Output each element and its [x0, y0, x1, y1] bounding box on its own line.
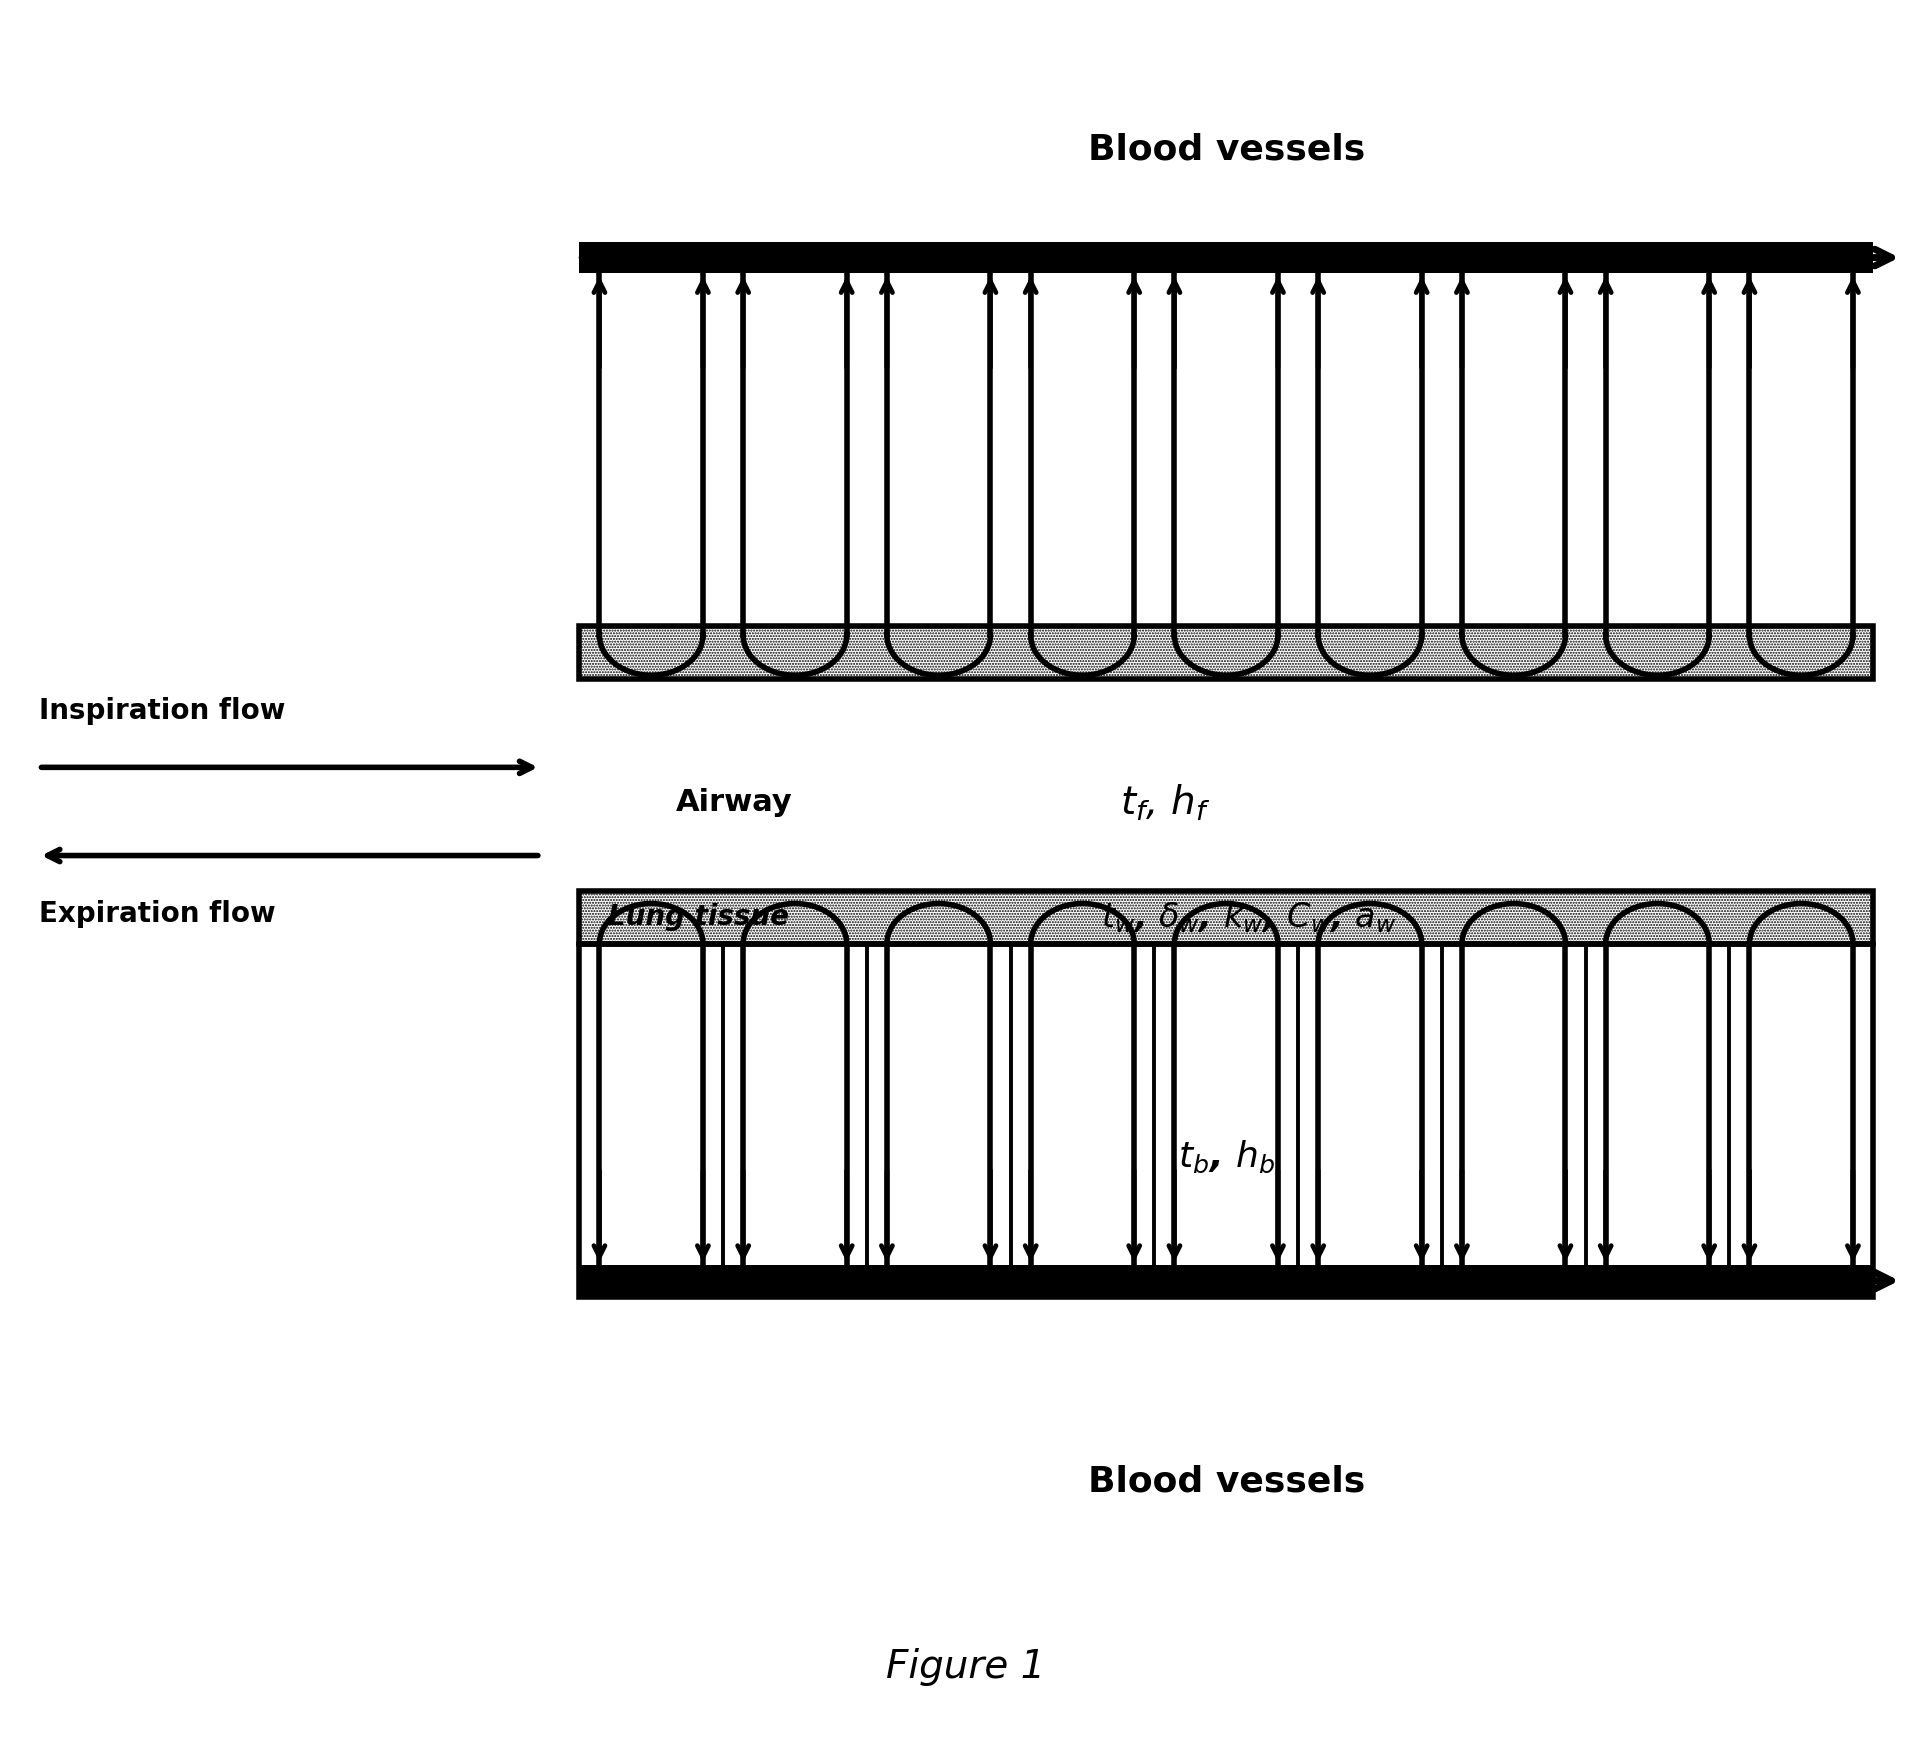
Text: $t_f$, $h_f$: $t_f$, $h_f$	[1119, 783, 1210, 822]
Text: Expiration flow: Expiration flow	[39, 900, 276, 928]
Text: $t_b$, $h_b$: $t_b$, $h_b$	[1177, 1140, 1274, 1175]
Text: Figure 1: Figure 1	[886, 1648, 1044, 1686]
Bar	[579, 944, 1872, 1297]
Text: Lung tissue: Lung tissue	[608, 903, 789, 931]
Bar	[579, 242, 1872, 273]
Text: $t_w$, $\delta_w$, $k_w$, $C_w$, $a_w$: $t_w$, $\delta_w$, $k_w$, $C_w$, $a_w$	[1100, 900, 1395, 935]
Text: Airway: Airway	[676, 789, 791, 817]
Bar	[579, 626, 1872, 679]
Text: Inspiration flow: Inspiration flow	[39, 697, 286, 725]
Text: Blood vessels: Blood vessels	[1087, 1464, 1365, 1499]
Bar	[579, 891, 1872, 944]
Bar	[579, 1265, 1872, 1297]
Text: Blood vessels: Blood vessels	[1087, 132, 1365, 168]
